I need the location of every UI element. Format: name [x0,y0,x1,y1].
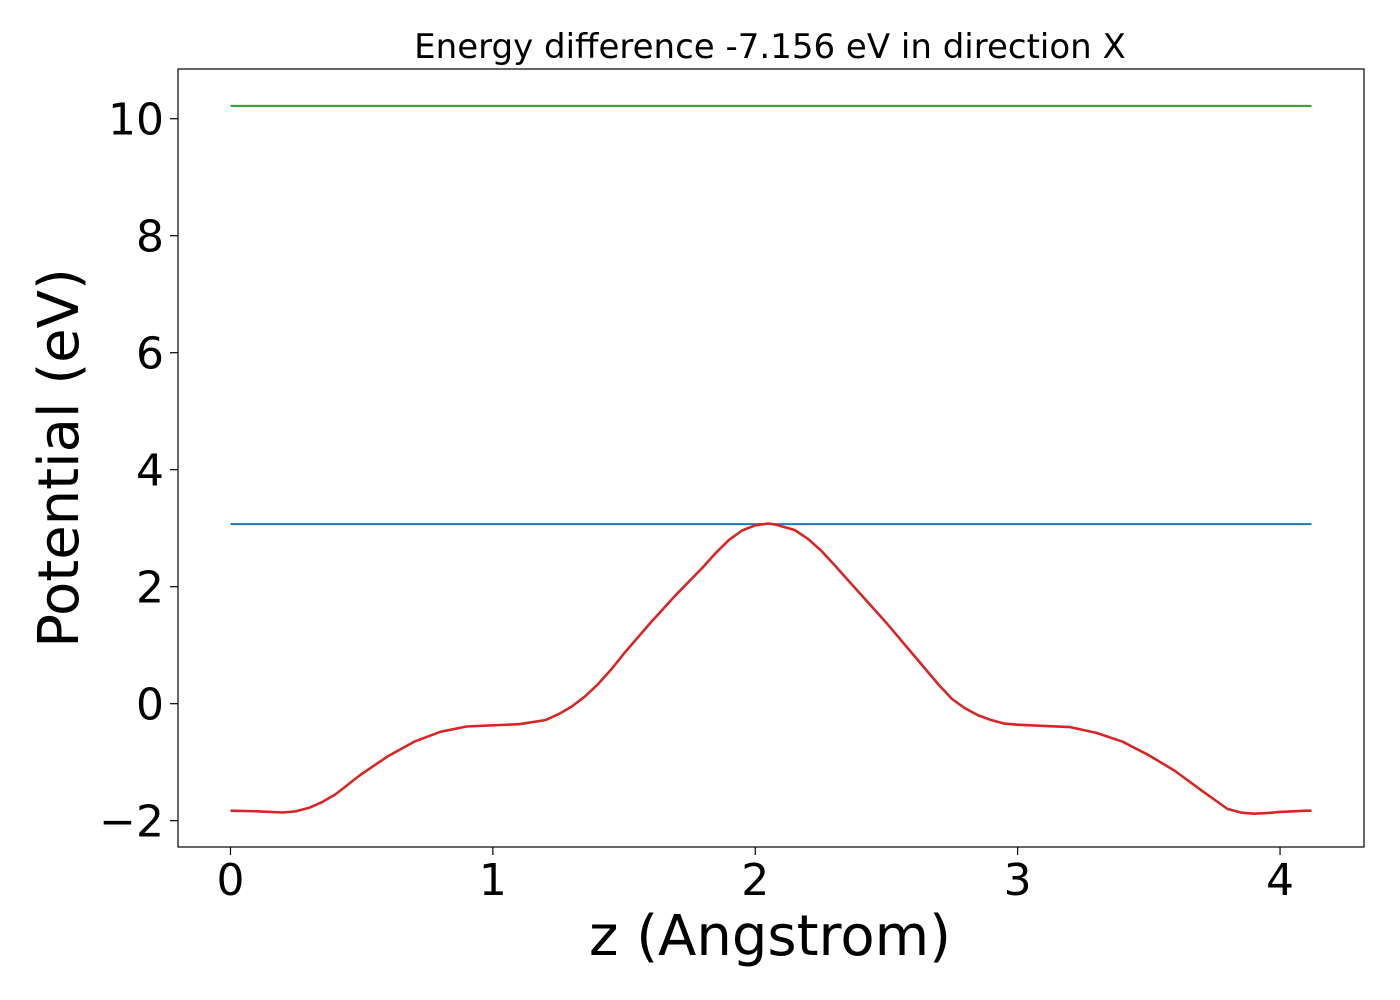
series-layer [230,104,1312,816]
y-axis: −2 0 2 4 6 8 10 [99,95,178,848]
x-tick-label: 4 [1266,855,1294,906]
x-axis: 0 1 2 3 4 [216,847,1294,906]
y-tick-label: 10 [108,95,164,146]
y-tick-label: 4 [136,446,164,497]
x-tick-label: 2 [741,855,769,906]
y-axis-label: Potential (eV) [27,268,92,648]
y-tick-label: 6 [136,329,164,380]
series-line-3 [230,522,1312,816]
x-tick-label: 1 [479,855,507,906]
y-tick-label: 2 [136,563,164,614]
plot-frame [177,68,1365,848]
x-tick-label: 3 [1004,855,1032,906]
y-tick-label: 0 [136,680,164,731]
x-axis-label: z (Angstrom) [589,904,951,969]
x-tick-label: 0 [216,855,244,906]
y-tick-label: 8 [136,212,164,263]
chart-title: Energy difference -7.156 eV in direction… [414,27,1126,67]
plot-area [177,68,1365,848]
y-tick-label: −2 [99,797,164,848]
